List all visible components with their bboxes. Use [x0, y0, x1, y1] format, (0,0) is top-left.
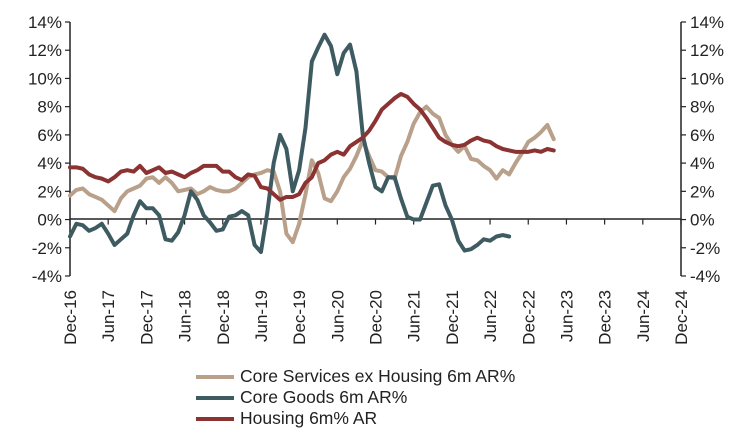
- legend-label: Core Goods 6m AR%: [240, 387, 408, 407]
- legend-swatch: [196, 374, 234, 379]
- x-tick-label: Dec-21: [443, 290, 462, 345]
- y-tick-label-right: 10%: [690, 69, 724, 88]
- x-tick-label: Jun-19: [252, 290, 271, 342]
- x-tick-label: Jun-20: [328, 290, 347, 342]
- y-tick-label-right: 6%: [690, 126, 715, 145]
- y-tick-label: -4%: [32, 267, 62, 286]
- x-tick-label: Jun-22: [481, 290, 500, 342]
- x-tick-label: Dec-22: [519, 290, 538, 345]
- legend-swatch: [196, 395, 234, 400]
- y-tick-label: 10%: [28, 69, 62, 88]
- y-tick-label-right: 2%: [690, 182, 715, 201]
- x-tick-label: Dec-18: [214, 290, 233, 345]
- x-tick-label: Jun-18: [176, 290, 195, 342]
- legend-label: Housing 6m% AR: [240, 408, 378, 428]
- y-tick-label: -2%: [32, 239, 62, 258]
- legend-item-core-services: Core Services ex Housing 6m AR%: [196, 366, 515, 387]
- x-tick-label: Dec-17: [137, 290, 156, 345]
- legend-item-core-goods: Core Goods 6m AR%: [196, 387, 515, 408]
- y-tick-label: 8%: [37, 98, 62, 117]
- series-line-2: [68, 91, 556, 202]
- y-tick-label: 4%: [37, 154, 62, 173]
- x-tick-label: Jun-23: [557, 290, 576, 342]
- legend: Core Services ex Housing 6m AR% Core Goo…: [196, 366, 515, 429]
- y-tick-label-right: 8%: [690, 98, 715, 117]
- x-tick-label: Dec-16: [61, 290, 80, 345]
- series-line-1: [68, 32, 512, 255]
- y-tick-label: 6%: [37, 126, 62, 145]
- y-tick-label-right: 12%: [690, 41, 724, 60]
- right-y-ticks: -4% -2% 0% 2% 4% 6% 8% 10% 12% 14%: [681, 13, 724, 286]
- y-tick-label: 0%: [37, 211, 62, 230]
- x-tick-label: Jun-17: [99, 290, 118, 342]
- y-tick-label: 12%: [28, 41, 62, 60]
- left-y-ticks: -4% -2% 0% 2% 4% 6% 8% 10% 12% 14%: [28, 13, 70, 286]
- x-tick-label: Jun-24: [634, 290, 653, 342]
- x-tick-label: Dec-24: [672, 290, 691, 345]
- y-tick-label-right: 14%: [690, 13, 724, 32]
- y-tick-label-right: 4%: [690, 154, 715, 173]
- y-tick-label-right: -2%: [690, 239, 720, 258]
- x-ticks: Dec-16 Jun-17 Dec-17 Jun-18 Dec-18 Jun-19 Dec-…: [61, 219, 691, 345]
- x-tick-label: Dec-19: [290, 290, 309, 345]
- y-tick-label-right: 0%: [690, 211, 715, 230]
- x-tick-label: Dec-23: [596, 290, 615, 345]
- legend-item-housing: Housing 6m% AR: [196, 408, 515, 429]
- x-tick-label: Jun-21: [405, 290, 424, 342]
- x-tick-label: Dec-20: [367, 290, 386, 345]
- series-line-0: [68, 104, 556, 245]
- series-lines: [68, 32, 556, 255]
- y-tick-label-right: -4%: [690, 267, 720, 286]
- y-tick-label: 14%: [28, 13, 62, 32]
- legend-swatch: [196, 416, 234, 421]
- y-tick-label: 2%: [37, 182, 62, 201]
- legend-label: Core Services ex Housing 6m AR%: [240, 366, 516, 386]
